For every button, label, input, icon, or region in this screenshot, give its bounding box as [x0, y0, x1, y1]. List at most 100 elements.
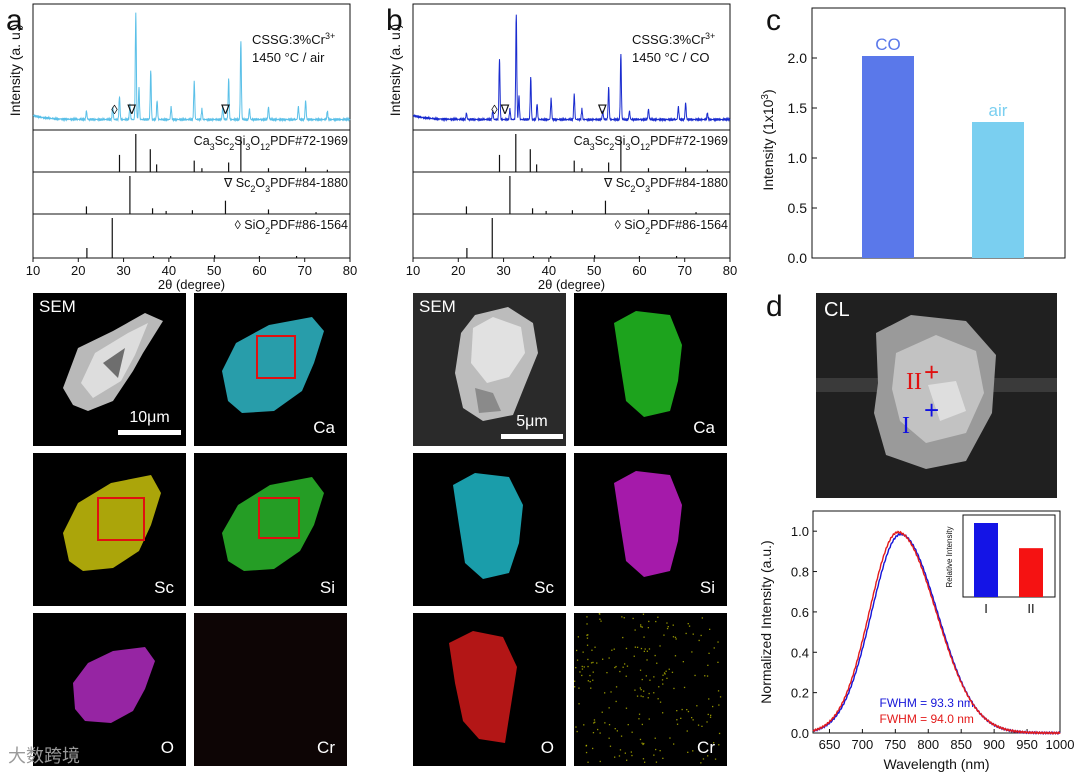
sem-a-tile-o: O [33, 613, 186, 766]
cr-dot [654, 737, 656, 739]
y-tick-label-0: 0.0 [788, 250, 808, 266]
sem-b-sc-label: Sc [534, 578, 554, 597]
y-tick-label-1: 0.2 [791, 686, 809, 701]
cr-dot [579, 671, 581, 673]
x-tick-label-7: 1000 [1046, 737, 1075, 752]
sem-b-tile-ca: Ca [574, 293, 727, 446]
sem-b-si-label: Si [699, 578, 715, 597]
cr-dot [619, 749, 622, 751]
cr-dot [642, 613, 645, 615]
x-axis-label: 2θ (degree) [158, 277, 225, 292]
x-tick-label-2: 750 [884, 737, 906, 752]
cr-dot [706, 721, 708, 723]
cr-dot [668, 668, 670, 670]
cr-dot [674, 655, 677, 657]
cr-dot [704, 675, 706, 677]
cr-dot [604, 692, 606, 694]
sem-b-tile-si: Si [574, 453, 727, 606]
cr-dot [680, 717, 682, 719]
cr-dot [674, 636, 677, 638]
cr-dot [585, 745, 587, 747]
cr-dot [611, 649, 613, 651]
cr-dot [713, 647, 715, 649]
panel-letter-a: a [6, 4, 23, 37]
cr-dot [659, 645, 661, 647]
sem-b-cr-label: Cr [697, 738, 715, 757]
y-tick-label-0: 0.0 [791, 726, 809, 741]
cr-dot [673, 743, 675, 745]
cr-dot [639, 669, 642, 671]
y-axis-label: Intensity (a. u.) [387, 24, 403, 117]
sc-roi-box [97, 497, 145, 541]
cr-dot [616, 730, 618, 732]
cr-dot [615, 686, 618, 688]
plot-frame [811, 7, 1066, 259]
cr-dot [676, 723, 679, 725]
cr-dot [644, 648, 646, 650]
cr-dot [718, 704, 720, 706]
sem-a-si-label: Si [319, 578, 335, 597]
cr-dot [707, 664, 709, 666]
cr-dot [656, 662, 658, 664]
sem-b-scale-bar-line [501, 434, 563, 439]
phase-marker-1: ∇ [126, 102, 136, 117]
cr-dot [661, 679, 664, 681]
sem-b-tile-cr: Cr [574, 613, 727, 766]
cr-dot [636, 695, 639, 697]
cr-map-dots [574, 613, 722, 764]
cr-dot [634, 646, 636, 648]
cr-dot [634, 689, 636, 691]
cr-dot [701, 617, 703, 619]
cr-dot [655, 620, 657, 623]
bar-air [972, 122, 1024, 258]
cr-dot [581, 668, 584, 670]
cr-dot [664, 673, 666, 675]
phase-marker-0: ◊ [491, 102, 498, 117]
sem-b-particle [455, 307, 538, 421]
x-tick-label-4: 50 [587, 263, 601, 278]
cr-dot [657, 616, 659, 618]
cr-dot [709, 628, 711, 630]
y-tick-label-3: 0.6 [791, 605, 809, 620]
sem-b-tile-o: O [413, 613, 566, 766]
inset-y-label: Relative Intensity [945, 527, 954, 588]
cr-dot [708, 698, 710, 700]
cr-dot [590, 687, 592, 689]
cr-dot [599, 613, 601, 615]
x-tick-label-0: 650 [819, 737, 841, 752]
cr-dot [686, 730, 688, 732]
cr-dot [581, 674, 583, 677]
cr-dot [583, 724, 585, 726]
y-tick-label-2: 0.4 [791, 645, 809, 660]
cr-dot [714, 758, 717, 760]
cr-dot [586, 634, 588, 636]
sem-b-ca-label: Ca [693, 418, 715, 437]
cr-dot [587, 634, 589, 636]
cr-dot [627, 724, 629, 726]
si-roi-box [258, 497, 300, 539]
cr-dot [700, 634, 702, 637]
cr-dot [640, 695, 642, 697]
cr-dot [665, 670, 667, 672]
y-axis-label: Normalized Intensity (a.u.) [758, 540, 774, 703]
sem-a-tile-sc: Sc [33, 453, 186, 606]
cr-dot [592, 679, 594, 681]
cr-dot [626, 665, 629, 667]
intensity-bar-chart: 0.0 0.5 1.0 1.5 2.0 CO air Intensity (1x103) [760, 7, 1066, 266]
cr-dot [643, 650, 645, 652]
sem-b-scale-label: 5μm [516, 413, 548, 430]
cr-dot [691, 717, 693, 719]
cr-dot [648, 692, 650, 695]
cr-dot [610, 691, 612, 693]
cr-dot [638, 718, 640, 720]
cr-dot [702, 758, 705, 760]
cr-dot [648, 620, 650, 623]
cr-dot [649, 679, 651, 681]
cr-dot [586, 616, 588, 618]
cr-dot [574, 680, 576, 682]
cr-dot [592, 747, 594, 750]
cr-dot [624, 663, 626, 665]
x-tick-label-5: 900 [983, 737, 1005, 752]
cr-dot [713, 742, 715, 744]
cr-dot [613, 648, 615, 650]
